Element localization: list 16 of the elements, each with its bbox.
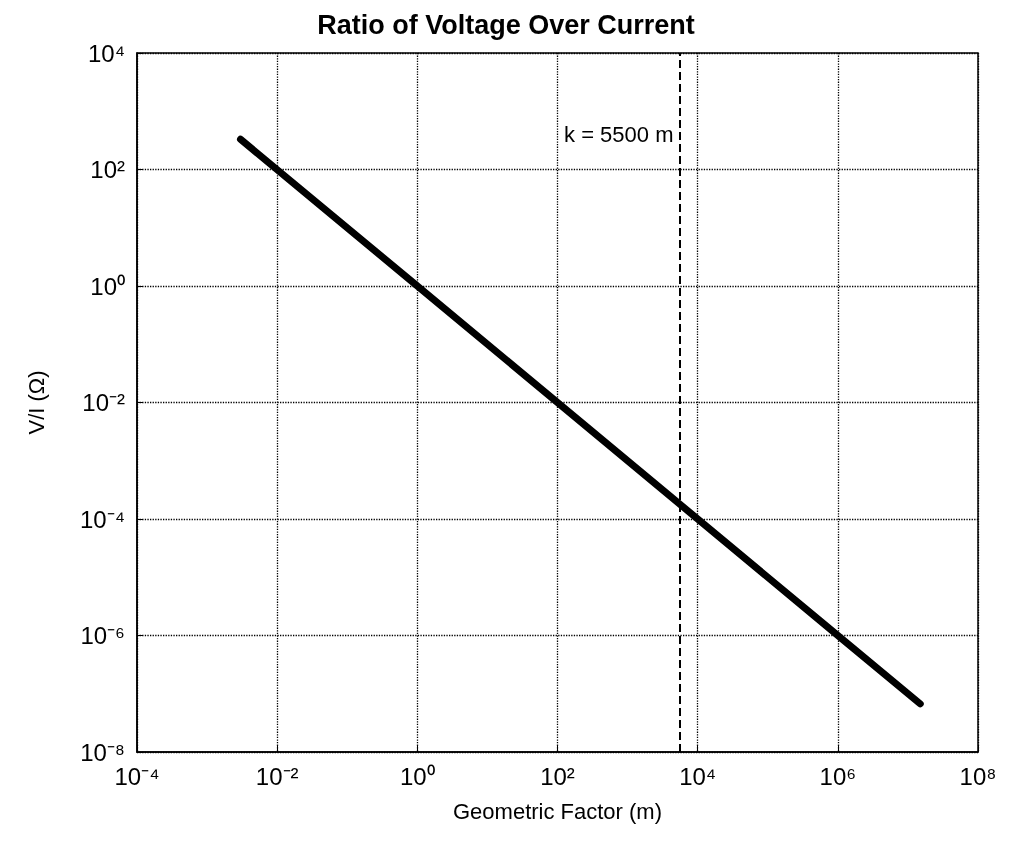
x-tick-label: 10⁶ <box>819 762 857 790</box>
y-tick-label: 10⁴ <box>87 39 125 67</box>
y-tick-label: 10² <box>90 156 126 183</box>
y-axis-title: V/I (Ω) <box>23 370 49 435</box>
x-tick-label: 10⁰ <box>399 762 435 790</box>
y-tick-label: 10⁻⁴ <box>79 505 125 533</box>
chart-title: Ratio of Voltage Over Current <box>317 9 695 40</box>
x-tick-label: 10⁸ <box>959 762 997 790</box>
y-tick-label: 10⁰ <box>90 272 125 300</box>
x-axis-title: Geometric Factor (m) <box>452 798 663 824</box>
x-tick-label: 10² <box>540 762 575 790</box>
y-tick-label: 10⁻² <box>82 389 126 416</box>
ref-line-label: k = 5500 m <box>564 121 674 147</box>
x-tick-label: 10⁻² <box>255 762 299 790</box>
y-tick-label: 10⁻⁶ <box>80 622 125 649</box>
x-tick-label: 10⁴ <box>679 762 717 790</box>
